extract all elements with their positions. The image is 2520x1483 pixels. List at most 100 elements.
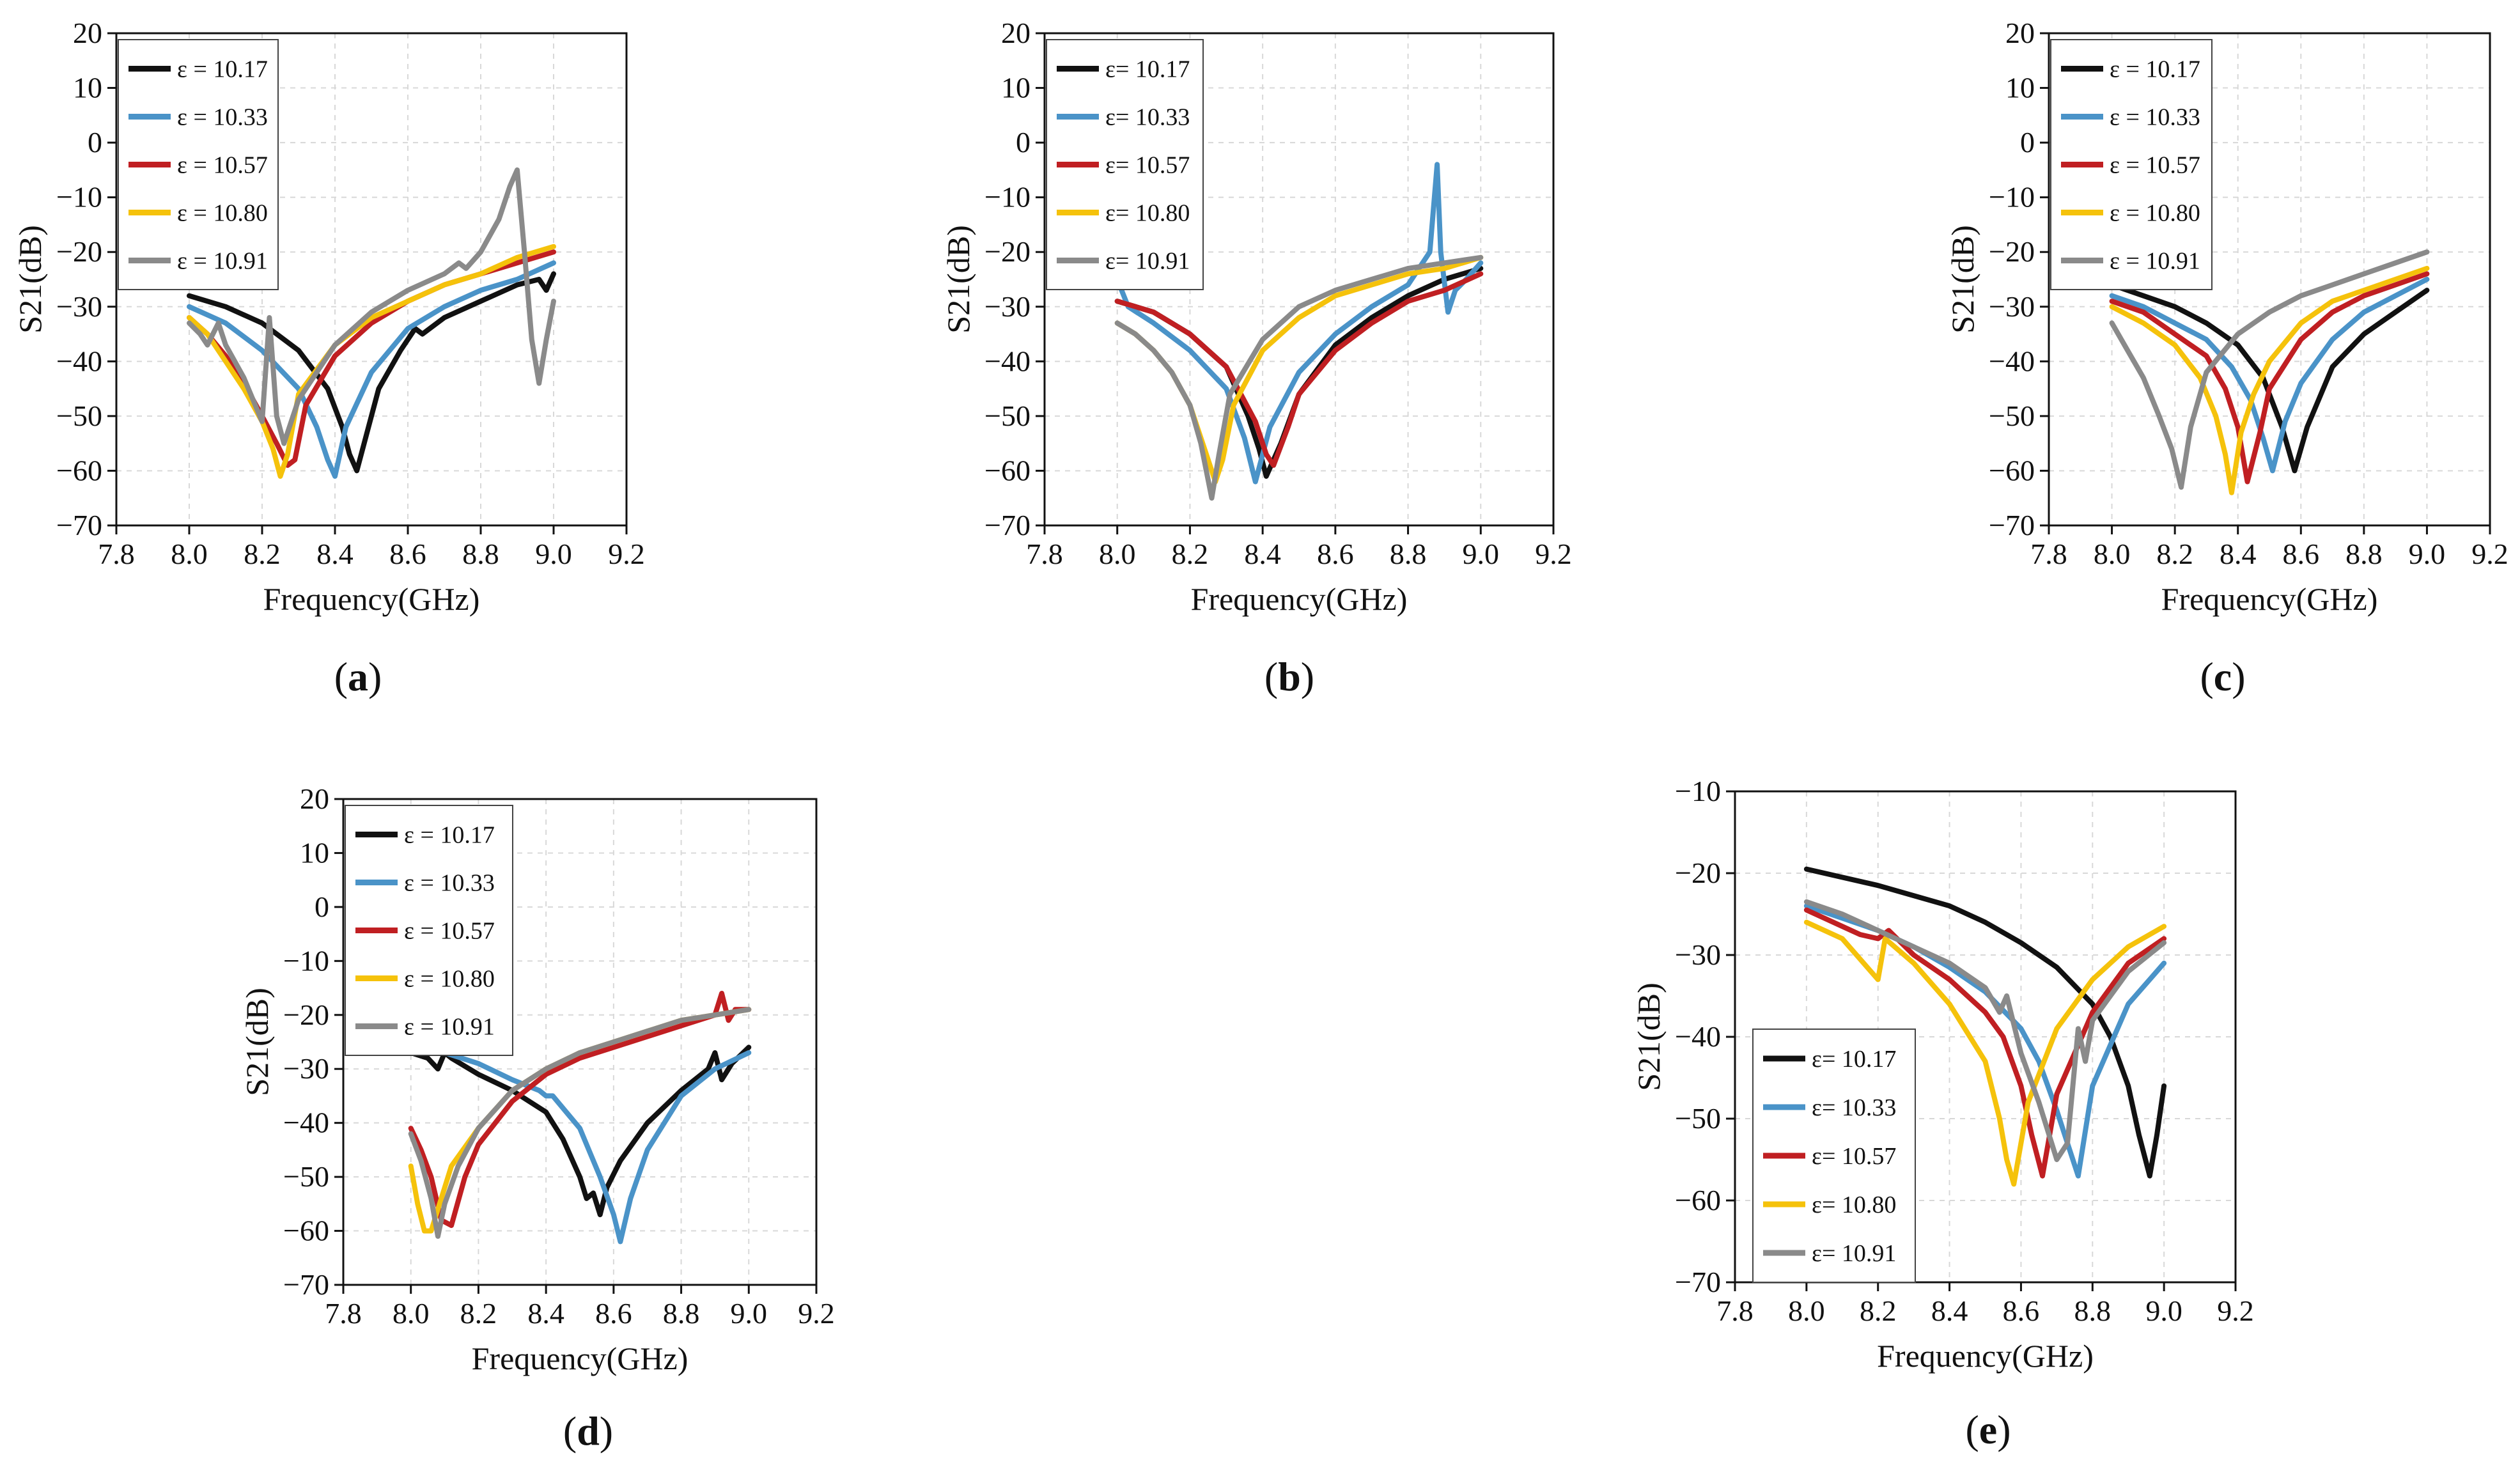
- legend-label: ε= 10.17: [1812, 1046, 1896, 1073]
- panel-caption: (b): [1264, 654, 1314, 699]
- y-tick-label: −30: [1675, 938, 1721, 971]
- y-tick-label: 10: [2005, 72, 2035, 104]
- series-line-red: [2109, 271, 2430, 485]
- legend-label: ε = 10.33: [2110, 104, 2200, 131]
- series-line-yellow: [187, 244, 556, 479]
- legend-label: ε= 10.91: [1812, 1240, 1896, 1267]
- y-axis-title: S21(dB): [940, 225, 976, 333]
- series-line-red: [408, 991, 752, 1229]
- x-tick-label: 8.6: [2003, 1294, 2040, 1327]
- x-tick-label: 8.8: [2074, 1294, 2112, 1327]
- x-tick-label: 8.2: [460, 1297, 497, 1330]
- legend-label: ε = 10.33: [177, 104, 268, 131]
- x-tick-label: 8.4: [1244, 538, 1281, 570]
- y-tick-label: −60: [1989, 454, 2035, 486]
- x-tick-label: 8.6: [595, 1297, 632, 1330]
- legend-label: ε= 10.17: [1105, 56, 1190, 83]
- y-tick-label: −20: [1989, 235, 2035, 268]
- x-tick-label: 9.2: [798, 1297, 835, 1330]
- y-tick-label: −60: [283, 1215, 329, 1247]
- legend-label: ε = 10.91: [177, 248, 268, 275]
- x-tick-label: 8.6: [389, 538, 426, 570]
- legend-label: ε = 10.91: [2110, 248, 2200, 275]
- x-tick-label: 9.0: [535, 538, 572, 570]
- y-tick-label: −30: [984, 290, 1031, 323]
- y-tick-label: −30: [283, 1052, 329, 1085]
- y-tick-label: 0: [88, 126, 102, 159]
- y-tick-label: −40: [1989, 345, 2035, 377]
- y-tick-label: −30: [56, 290, 102, 323]
- y-tick-label: −50: [283, 1160, 329, 1193]
- y-tick-label: 10: [73, 72, 102, 104]
- y-tick-label: −40: [984, 345, 1031, 377]
- x-tick-label: 9.0: [1463, 538, 1500, 570]
- legend-label: ε = 10.57: [404, 918, 495, 945]
- x-tick-label: 7.8: [2030, 538, 2067, 570]
- y-tick-label: 0: [2020, 126, 2035, 159]
- y-tick-label: −10: [984, 181, 1031, 214]
- legend-label: ε = 10.91: [404, 1014, 495, 1041]
- legend-label: ε= 10.57: [1105, 152, 1190, 179]
- y-axis-title: S21(dB): [1945, 225, 1980, 333]
- series-line-gray: [1114, 254, 1484, 501]
- x-tick-label: 8.2: [1860, 1294, 1897, 1327]
- x-tick-label: 8.4: [2220, 538, 2257, 570]
- series-line-red: [1114, 271, 1484, 468]
- x-tick-label: 8.2: [244, 538, 281, 570]
- series-line-red: [1803, 907, 2167, 1179]
- series-line-black: [187, 271, 556, 474]
- chart-panel-e: 7.8 8.0 8.2 8.4 8.6 8.8 9.0 9.2 −10 −20 −30 −40 −50 −…: [1631, 775, 2254, 1452]
- x-tick-label: 7.8: [1716, 1294, 1754, 1327]
- legend-label: ε= 10.57: [1812, 1143, 1896, 1170]
- x-tick-label: 9.2: [2217, 1294, 2254, 1327]
- y-tick-label: −60: [984, 454, 1031, 486]
- x-axis-title: Frequency(GHz): [2161, 581, 2378, 617]
- legend-label: ε= 10.33: [1812, 1094, 1896, 1121]
- x-tick-label: 8.6: [2283, 538, 2320, 570]
- y-tick-label: −50: [1989, 400, 2035, 432]
- x-tick-label: 8.4: [1931, 1294, 1968, 1327]
- panel-caption-letter: a: [348, 654, 368, 699]
- series-line-yellow: [2109, 265, 2430, 495]
- y-axis-title: S21(dB): [1631, 982, 1667, 1091]
- y-tick-label: 20: [1001, 17, 1031, 49]
- x-axis-title: Frequency(GHz): [1191, 581, 1408, 617]
- x-tick-label: 9.2: [1535, 538, 1572, 570]
- legend-label: ε= 10.91: [1105, 248, 1190, 275]
- y-tick-label: −60: [56, 454, 102, 486]
- y-tick-label: 10: [1001, 72, 1031, 104]
- panel-caption-letter: c: [2214, 654, 2232, 699]
- y-tick-label: −50: [1675, 1102, 1721, 1135]
- y-tick-label: −70: [1989, 509, 2035, 541]
- legend-label: ε = 10.80: [404, 966, 495, 993]
- x-tick-label: 8.0: [171, 538, 208, 570]
- series-line-yellow: [1803, 919, 2167, 1187]
- legend-label: ε = 10.33: [404, 870, 495, 897]
- y-tick-label: −30: [1989, 290, 2035, 323]
- legend-label: ε = 10.80: [177, 200, 268, 227]
- y-tick-label: −40: [1675, 1020, 1721, 1053]
- legend-label: ε= 10.33: [1105, 104, 1190, 131]
- x-tick-label: 8.4: [316, 538, 354, 570]
- plot-frame: [115, 32, 628, 527]
- y-tick-label: −20: [56, 235, 102, 268]
- series-line-gray: [2109, 249, 2430, 490]
- series-line-blue: [2109, 277, 2430, 474]
- x-tick-label: 9.2: [2471, 538, 2508, 570]
- x-axis-title: Frequency(GHz): [263, 581, 480, 617]
- legend-label: ε = 10.17: [404, 822, 495, 849]
- legend-label: ε = 10.57: [2110, 152, 2200, 179]
- y-tick-label: −10: [283, 944, 329, 977]
- panel-caption: (c): [2200, 654, 2245, 699]
- chart-panel-a: 7.8 8.0 8.2 8.4 8.6 8.8 9.0 9.2 20 10 0 −10 −20 −30 −4…: [12, 17, 645, 699]
- series-line-black: [1803, 866, 2167, 1179]
- series-line-blue: [1114, 162, 1484, 485]
- x-tick-label: 8.2: [1172, 538, 1209, 570]
- y-tick-label: −70: [283, 1268, 329, 1301]
- y-axis-title: S21(dB): [12, 225, 48, 333]
- x-tick-label: 8.0: [1788, 1294, 1825, 1327]
- x-tick-label: 8.4: [527, 1297, 564, 1330]
- y-tick-label: −50: [56, 400, 102, 432]
- series-line-gray: [187, 167, 556, 446]
